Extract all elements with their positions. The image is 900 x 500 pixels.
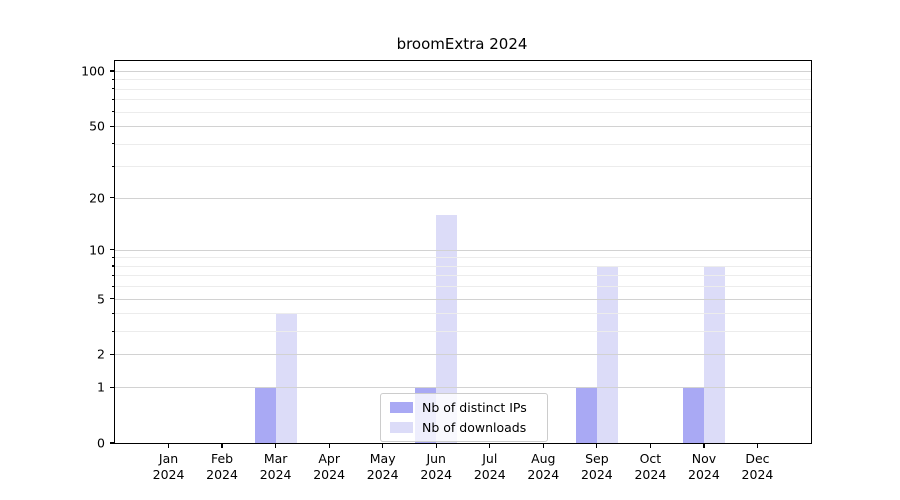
x-tick-oct	[649, 443, 651, 448]
y-tick-label-2: 2	[97, 346, 105, 362]
x-tick-jan	[167, 443, 170, 448]
gridline-major-100	[115, 71, 811, 73]
x-tick-label-jan: Jan 2024	[152, 451, 185, 483]
x-tick-label-oct: Oct 2024	[634, 451, 667, 483]
gridline-minor-80	[115, 88, 811, 90]
gridline-minor-30	[115, 166, 811, 168]
y-tick-label-50: 50	[89, 118, 105, 134]
y-minortick-4	[112, 312, 115, 314]
legend-item-downloads: Nb of downloads	[390, 420, 538, 435]
chart-title: broomExtra 2024	[396, 35, 528, 53]
y-minortick-8	[112, 265, 115, 267]
x-tick-label-jun: Jun 2024	[420, 451, 453, 483]
x-tick-aug	[542, 443, 544, 448]
gridline-minor-60	[115, 111, 811, 113]
y-tick-20	[110, 197, 115, 199]
y-tick-label-10: 10	[89, 242, 105, 258]
y-tick-0	[110, 442, 115, 444]
y-tick-label-0: 0	[97, 435, 105, 451]
x-tick-label-sep: Sep 2024	[580, 451, 613, 483]
x-tick-apr	[328, 443, 330, 448]
y-minortick-80	[112, 88, 115, 90]
legend-label-downloads: Nb of downloads	[422, 420, 527, 435]
gridline-minor-90	[115, 79, 811, 81]
y-tick-50	[110, 125, 115, 127]
bar-distinct-ips-mar	[254, 387, 276, 443]
x-tick-label-mar: Mar 2024	[259, 451, 292, 483]
y-minortick-70	[112, 98, 115, 101]
gridline-major-50	[115, 126, 811, 128]
y-minortick-3	[112, 330, 115, 332]
y-tick-label-1: 1	[97, 379, 105, 395]
y-minortick-90	[112, 78, 115, 81]
x-tick-dec	[756, 443, 759, 448]
bar-downloads-jun	[436, 214, 458, 443]
x-tick-label-jul: Jul 2024	[473, 451, 506, 483]
x-tick-label-dec: Dec 2024	[741, 451, 774, 483]
y-tick-label-100: 100	[81, 63, 105, 79]
y-minortick-6	[112, 285, 115, 287]
x-tick-may	[382, 443, 384, 448]
x-tick-feb	[221, 443, 223, 448]
gridline-minor-9	[115, 257, 811, 259]
bar-downloads-sep	[596, 265, 618, 443]
legend-label-distinct-ips: Nb of distinct IPs	[422, 400, 527, 415]
y-tick-10	[110, 249, 115, 251]
legend-swatch-downloads	[390, 422, 413, 433]
y-minortick-7	[112, 274, 115, 276]
x-tick-label-aug: Aug 2024	[527, 451, 560, 483]
y-tick-label-20: 20	[89, 190, 105, 206]
x-tick-jun	[435, 443, 437, 448]
x-tick-label-apr: Apr 2024	[313, 451, 346, 483]
x-tick-label-feb: Feb 2024	[206, 451, 238, 483]
gridline-major-20	[115, 197, 811, 199]
y-tick-5	[110, 298, 115, 300]
y-tick-1	[110, 386, 115, 388]
x-tick-jul	[489, 443, 491, 448]
legend-item-distinct-ips: Nb of distinct IPs	[390, 400, 538, 415]
x-tick-nov	[703, 443, 705, 448]
y-minortick-40	[112, 143, 115, 145]
legend: Nb of distinct IPs Nb of downloads	[380, 393, 548, 442]
x-tick-mar	[275, 443, 277, 448]
bar-distinct-ips-sep	[575, 387, 597, 443]
bar-downloads-mar	[275, 313, 297, 443]
plot-area: 0 1 2 5 10 20 50 100 Jan 2024 Feb 2024 Mar 2024 Apr 202…	[81, 60, 812, 482]
y-minortick-60	[112, 111, 115, 113]
bar-downloads-nov	[703, 265, 725, 443]
x-tick-sep	[596, 443, 598, 448]
legend-swatch-distinct-ips	[390, 402, 413, 413]
x-tick-label-may: May 2024	[366, 451, 399, 483]
y-tick-label-5: 5	[97, 291, 105, 307]
bar-distinct-ips-nov	[682, 387, 704, 443]
gridline-major-10	[115, 249, 811, 251]
y-minortick-30	[112, 165, 115, 167]
x-tick-label-nov: Nov 2024	[688, 451, 720, 483]
y-tick-100	[110, 70, 115, 72]
gridline-minor-70	[115, 99, 811, 101]
gridline-minor-40	[115, 143, 811, 145]
y-minortick-9	[112, 256, 115, 259]
y-tick-2	[110, 353, 115, 356]
